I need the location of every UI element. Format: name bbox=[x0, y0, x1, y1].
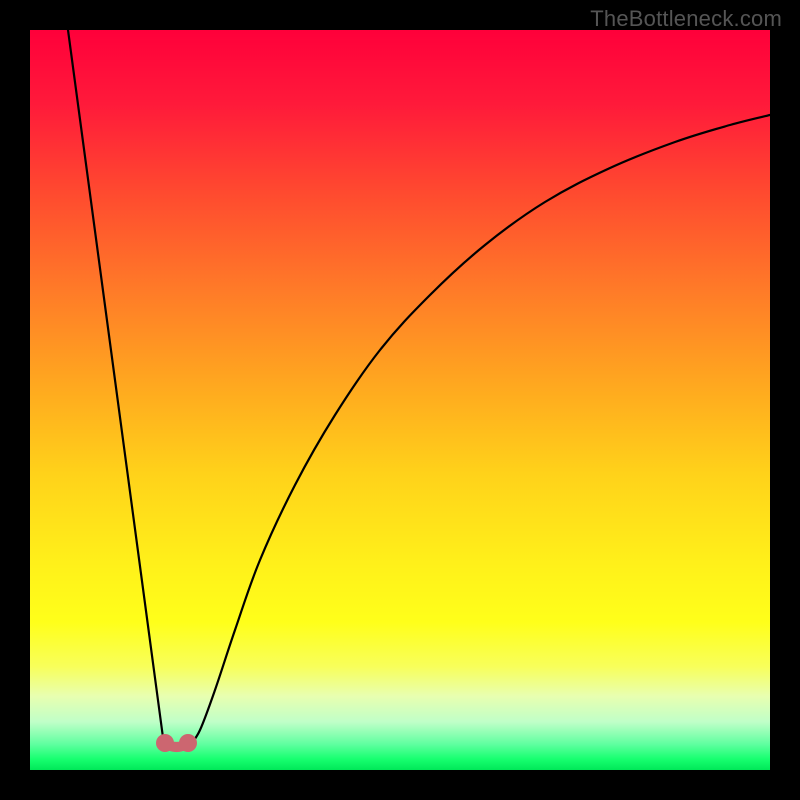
chart-frame: TheBottleneck.com bbox=[0, 0, 800, 800]
plot-area bbox=[30, 30, 770, 770]
markers-layer bbox=[30, 30, 770, 770]
valley-marker bbox=[156, 734, 174, 752]
valley-marker bbox=[179, 734, 197, 752]
watermark-text: TheBottleneck.com bbox=[590, 6, 782, 32]
